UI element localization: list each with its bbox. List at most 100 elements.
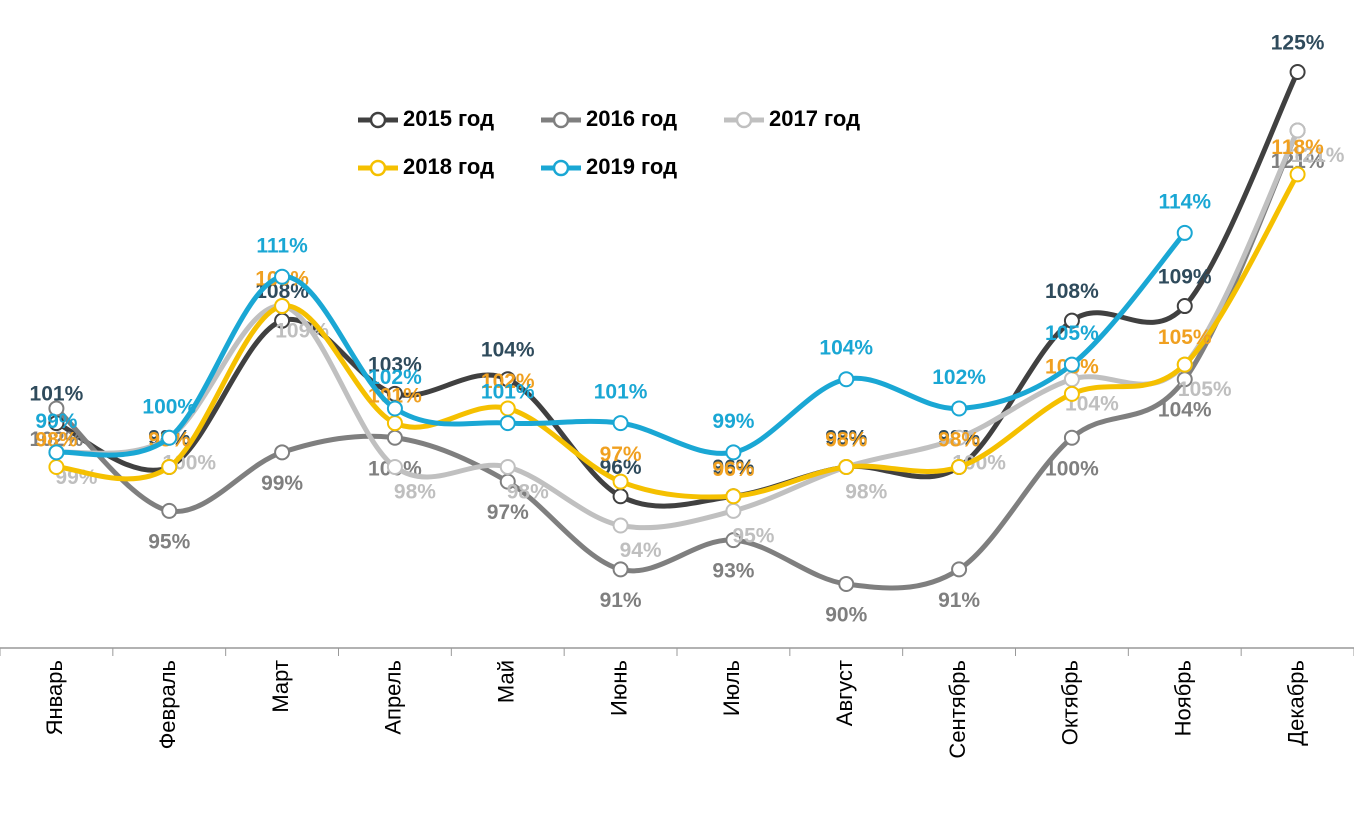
point-marker [48,458,65,475]
x-tick-label: Январь [42,660,67,735]
value-label: 104% [1065,393,1119,416]
point-marker [1063,356,1080,373]
value-label: 108% [1045,280,1099,303]
value-label: 125% [1271,32,1325,55]
x-tick-label: Февраль [155,660,180,749]
value-label: 100% [1045,457,1099,480]
value-label: 98% [394,481,436,504]
value-label: 101% [481,381,535,404]
value-label: 91% [938,589,980,612]
value-label: 99% [35,410,77,433]
value-label: 95% [148,530,190,553]
point-marker [48,400,65,417]
point-marker [951,429,968,446]
value-label: 109% [1158,266,1212,289]
x-tick-label: Октябрь [1058,660,1083,745]
x-tick-label: Ноябрь [1171,660,1196,736]
point-marker [386,400,403,417]
value-label: 98% [825,427,867,450]
series-line [56,129,1300,531]
point-marker [1289,64,1306,80]
value-label: 96% [712,458,754,481]
value-label: 105% [1178,378,1232,401]
point-marker [951,458,968,475]
legend-marker [552,159,570,177]
point-marker [386,429,403,446]
value-label: 98% [825,429,867,452]
point-marker [612,415,629,432]
point-marker [838,576,855,592]
value-label: 96% [712,456,754,479]
legend-marker [552,111,570,129]
series-line [54,129,1300,591]
point-marker [1063,429,1080,446]
point-marker [274,298,291,315]
value-label: 99% [261,472,303,495]
point-marker [386,458,403,475]
value-label: 101% [30,383,84,406]
value-label: 102% [368,366,422,389]
legend-marker [735,111,753,129]
point-marker [1289,122,1306,139]
point-marker [499,458,516,475]
value-label: 95% [732,524,774,547]
point-marker [725,532,742,549]
value-label: 101% [594,381,648,404]
legend-label: 2018 год [403,154,494,179]
value-label: 104% [819,337,873,360]
point-marker [612,517,629,534]
value-label: 104% [481,339,535,362]
point-marker [161,429,178,446]
point-marker [838,371,855,388]
value-label: 100% [142,395,196,418]
point-marker [386,415,403,432]
value-label: 105% [1045,322,1099,345]
value-label: 121% [1291,144,1345,167]
point-marker [725,502,742,519]
x-tick-label: Сентябрь [945,660,970,759]
point-marker [161,502,178,519]
value-label: 94% [620,539,662,562]
legend-label: 2016 год [586,106,677,131]
point-marker [951,400,968,417]
value-label: 105% [1158,326,1212,349]
x-tick-label: Декабрь [1283,660,1308,746]
value-label: 93% [712,560,754,583]
value-label: 97% [487,501,529,524]
point-marker [612,488,629,505]
point-marker [725,488,742,505]
value-label: 102% [30,428,84,451]
value-label: 99% [712,410,754,433]
value-label: 102% [481,370,535,393]
x-tick-label: Июнь [606,660,631,716]
point-marker [1176,356,1193,373]
value-label: 104% [1158,399,1212,422]
legend-label: 2015 год [403,106,494,131]
value-label: 97% [600,443,642,466]
point-marker [612,473,629,490]
x-tick-label: Июль [719,660,744,716]
point-marker [1176,298,1193,315]
x-tick-label: Апрель [381,660,406,735]
legend-marker [369,111,387,129]
point-marker [838,458,855,475]
value-label: 103% [368,353,422,376]
x-tick-label: Август [832,660,857,726]
point-marker [48,444,65,461]
value-label: 101% [368,385,422,408]
value-label: 91% [600,589,642,612]
value-label: 114% [1158,190,1211,213]
x-tick-label: Март [268,660,293,713]
value-label: 98% [938,429,980,452]
point-marker [499,371,516,388]
legend-label: 2019 год [586,154,677,179]
point-marker [725,444,742,461]
point-marker [499,415,516,432]
value-label: 118% [1271,136,1324,159]
point-marker [161,458,178,475]
value-label: 96% [600,456,642,479]
series-line [56,173,1300,500]
value-label: 98% [507,481,549,504]
value-label: 98% [35,429,77,452]
